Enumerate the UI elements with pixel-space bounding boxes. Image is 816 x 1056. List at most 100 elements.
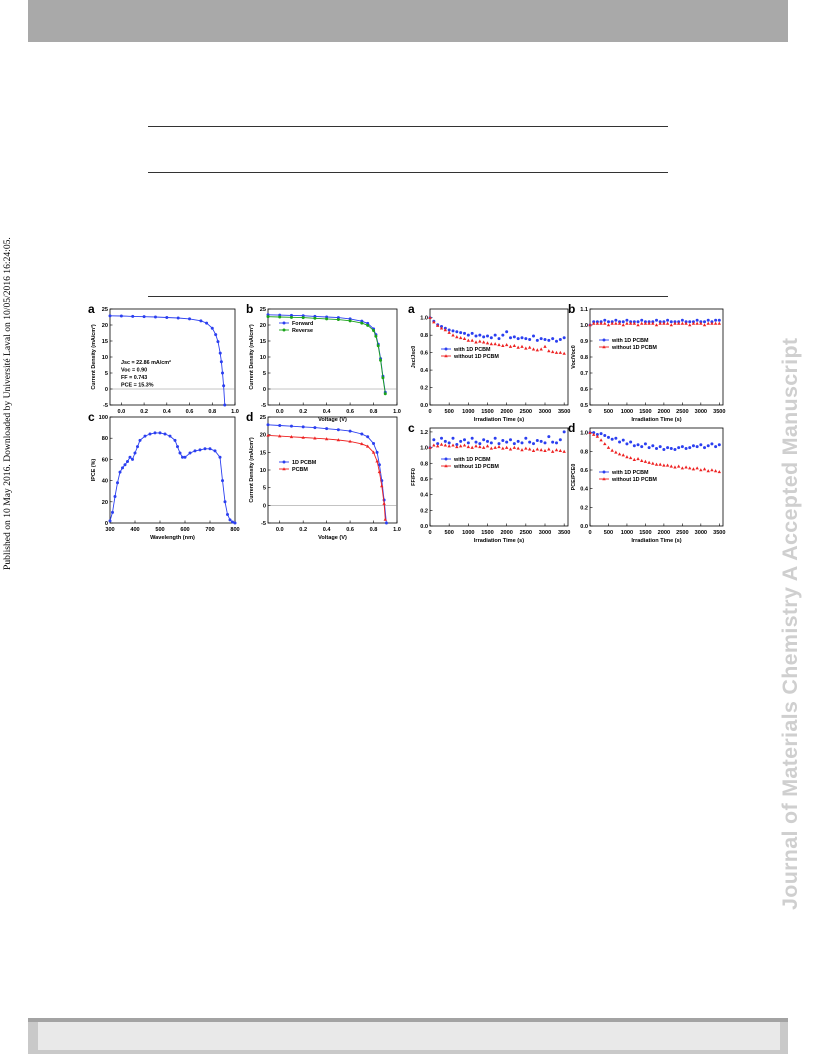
data-point: [380, 484, 384, 488]
data-point: [684, 447, 688, 451]
data-point: [703, 320, 707, 324]
data-point: [610, 437, 614, 441]
y-tick-label: 0.8: [420, 333, 428, 339]
y-tick-label: 40: [102, 479, 108, 485]
data-point: [374, 334, 378, 338]
y-tick-label: 100: [99, 415, 108, 421]
data-point: [458, 444, 463, 448]
x-tick-label: 0: [588, 409, 591, 415]
data-point: [451, 329, 455, 333]
x-tick-label: 0.6: [186, 409, 194, 415]
y-axis-label: IPCE (%): [91, 459, 97, 482]
data-point: [539, 347, 543, 351]
y-tick-label: 5: [263, 486, 266, 492]
data-point: [376, 344, 380, 348]
data-point: [485, 444, 490, 448]
x-axis-label: Voltage (V): [318, 535, 347, 541]
data-point: [458, 336, 463, 340]
legend-label: with 1D PCBM: [611, 338, 649, 344]
annotation-text: FF = 0.743: [121, 375, 147, 381]
data-point: [543, 344, 547, 348]
data-point: [621, 453, 625, 457]
data-point: [325, 427, 329, 431]
x-tick-label: 2500: [520, 530, 532, 536]
data-point: [516, 439, 520, 443]
data-point: [451, 443, 455, 447]
data-point: [625, 318, 629, 322]
series-line: [109, 315, 226, 406]
y-tick-label: 60: [102, 457, 108, 463]
y-tick-label: 20: [260, 323, 266, 329]
data-point: [497, 337, 501, 341]
data-point: [313, 426, 317, 430]
data-point: [673, 321, 677, 325]
legend-marker: [282, 467, 286, 471]
x-tick-label: 0.8: [208, 409, 216, 415]
data-point: [647, 321, 651, 325]
data-point: [360, 321, 364, 325]
x-tick-label: 3000: [539, 409, 551, 415]
data-point: [673, 465, 677, 469]
data-point: [662, 463, 666, 467]
y-tick-label: 0.5: [580, 403, 588, 409]
data-point: [377, 469, 382, 474]
x-tick-label: 1.0: [231, 409, 239, 415]
data-point: [643, 459, 648, 463]
data-point: [562, 449, 566, 453]
legend-label: with 1D PCBM: [611, 470, 649, 476]
panel-letter: a: [88, 302, 95, 316]
legend-marker: [602, 477, 606, 481]
data-point: [621, 438, 625, 442]
data-point: [524, 337, 528, 341]
data-point: [651, 461, 655, 465]
data-point: [474, 440, 478, 444]
x-tick-label: 0.4: [323, 409, 332, 415]
data-point: [266, 433, 270, 437]
data-point: [588, 323, 592, 327]
data-point: [278, 315, 282, 319]
data-point: [562, 336, 566, 340]
data-point: [432, 438, 436, 442]
data-point: [512, 445, 517, 449]
data-point: [516, 337, 520, 341]
x-tick-label: 1000: [462, 530, 474, 536]
x-axis-label: Irradiation Time (s): [631, 538, 681, 544]
data-point: [455, 330, 459, 334]
data-point: [482, 335, 486, 339]
data-point: [226, 513, 229, 517]
data-point: [470, 331, 474, 335]
data-point: [466, 441, 470, 445]
data-point: [676, 464, 681, 468]
data-point: [505, 440, 509, 444]
data-point: [447, 328, 451, 332]
data-point: [592, 431, 596, 435]
data-point: [706, 444, 710, 448]
x-tick-label: 3500: [713, 530, 725, 536]
data-point: [365, 444, 370, 448]
data-point: [662, 321, 666, 325]
y-axis-label: Voc/Voc0: [571, 345, 577, 368]
data-point: [223, 403, 227, 407]
data-point: [439, 442, 444, 446]
data-point: [143, 434, 147, 438]
data-point: [501, 333, 505, 337]
data-point: [520, 344, 524, 348]
data-point: [455, 335, 459, 339]
x-tick-label: 400: [130, 527, 139, 533]
y-tick-label: 5: [263, 371, 266, 377]
x-tick-label: 0.8: [370, 409, 378, 415]
x-tick-label: 1.0: [393, 409, 401, 415]
data-point: [301, 425, 305, 429]
data-point: [463, 331, 466, 335]
y-tick-label: 1.0: [420, 316, 428, 322]
data-point: [360, 442, 364, 446]
data-point: [669, 464, 673, 468]
plot-frame: [429, 308, 569, 406]
data-point: [606, 323, 611, 327]
data-point: [547, 435, 551, 439]
y-axis-label: PCE/PCE0: [571, 464, 577, 491]
data-point: [702, 467, 707, 471]
data-point: [632, 444, 636, 448]
panel-letter: a: [408, 302, 415, 316]
x-tick-label: 3000: [539, 530, 551, 536]
